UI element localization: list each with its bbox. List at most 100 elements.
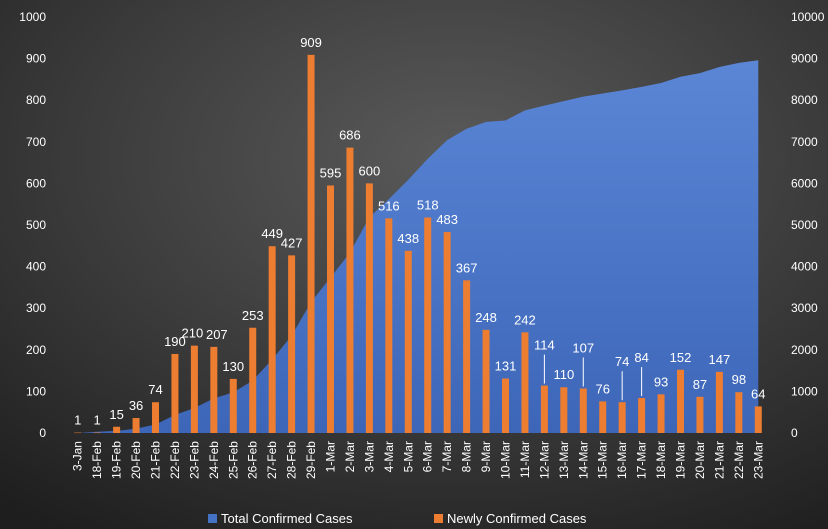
y-axis-right: 0 1000 2000 3000 4000 5000 6000 7000 8000 9000 100… [791, 10, 825, 440]
bar-newly-confirmed-17-Mar [638, 398, 646, 433]
legend-label: Newly Confirmed Cases [447, 511, 587, 526]
x-tick-label: 10-Mar [499, 441, 513, 479]
data-label-18-Mar: 93 [654, 374, 668, 389]
bar-newly-confirmed-26-Feb [249, 327, 257, 433]
x-tick-label: 18-Feb [90, 441, 104, 479]
data-label-27-Feb: 449 [261, 226, 283, 241]
y-right-tick-label: 5000 [791, 218, 818, 232]
data-label-4-Mar: 516 [378, 198, 400, 213]
x-tick-label: 21-Mar [712, 441, 726, 479]
x-tick-label: 13-Mar [557, 441, 571, 479]
x-tick-label: 12-Mar [537, 441, 551, 479]
x-tick-label: 1-Mar [324, 441, 338, 472]
y-left-tick-label: 300 [26, 301, 46, 315]
bar-newly-confirmed-14-Mar [579, 388, 587, 433]
data-label-6-Mar: 518 [417, 198, 439, 213]
y-left-tick-label: 900 [26, 52, 46, 66]
x-tick-label: 14-Mar [576, 441, 590, 479]
data-label-18-Feb: 1 [94, 413, 101, 428]
y-left-tick-label: 800 [26, 93, 46, 107]
bar-newly-confirmed-22-Mar [735, 392, 743, 433]
data-label-19-Mar: 152 [670, 350, 692, 365]
data-label-17-Mar: 84 [634, 350, 648, 365]
bar-newly-confirmed-28-Feb [288, 255, 296, 433]
x-tick-label: 21-Feb [149, 441, 163, 479]
bar-newly-confirmed-2-Mar [346, 147, 354, 433]
x-tick-label: 8-Mar [460, 441, 474, 472]
data-label-22-Feb: 190 [164, 334, 186, 349]
x-tick-label: 22-Mar [732, 441, 746, 479]
bar-newly-confirmed-15-Mar [599, 401, 607, 433]
data-label-13-Mar: 110 [553, 367, 574, 382]
data-label-12-Mar: 114 [534, 338, 555, 353]
data-label-23-Mar: 64 [751, 386, 765, 401]
data-label-7-Mar: 483 [436, 212, 458, 227]
bar-newly-confirmed-19-Mar [677, 369, 684, 433]
bar-newly-confirmed-6-Mar [424, 217, 432, 433]
y-right-tick-label: 4000 [791, 260, 818, 274]
bar-newly-confirmed-13-Mar [560, 387, 568, 433]
y-right-tick-label: 9000 [791, 52, 818, 66]
bar-newly-confirmed-18-Mar [657, 394, 665, 433]
bar-newly-confirmed-8-Mar [463, 280, 471, 433]
y-right-tick-label: 1000 [791, 384, 818, 398]
x-tick-label: 3-Jan [71, 441, 85, 471]
y-axis-left: 0 100 200 300 400 500 600 700 800 900 1000 [19, 10, 46, 440]
data-label-28-Feb: 427 [281, 235, 303, 250]
bar-newly-confirmed-16-Mar [618, 402, 626, 433]
legend: Total Confirmed Cases Newly Confirmed Cas… [208, 511, 587, 526]
bar-newly-confirmed-4-Mar [385, 218, 393, 433]
y-right-tick-label: 0 [791, 426, 798, 440]
y-left-tick-label: 200 [26, 343, 46, 357]
data-label-14-Mar: 107 [572, 340, 594, 355]
x-tick-label: 20-Mar [693, 441, 707, 479]
x-tick-label: 24-Feb [207, 441, 221, 479]
bar-newly-confirmed-22-Feb [171, 353, 179, 433]
x-tick-label: 19-Feb [110, 441, 124, 479]
data-label-19-Feb: 15 [109, 407, 123, 422]
bar-newly-confirmed-24-Feb [210, 346, 218, 433]
bar-layer [74, 54, 762, 434]
data-label-3-Mar: 600 [359, 163, 381, 178]
bar-newly-confirmed-20-Mar [696, 396, 704, 433]
bar-newly-confirmed-21-Mar [715, 371, 723, 433]
x-tick-label: 6-Mar [421, 441, 435, 472]
area-layer [77, 60, 759, 433]
bar-newly-confirmed-25-Feb [229, 378, 237, 433]
x-tick-label: 27-Feb [265, 441, 279, 479]
bar-newly-confirmed-23-Mar [754, 406, 762, 433]
y-right-tick-label: 6000 [791, 176, 818, 190]
x-tick-label: 29-Feb [304, 441, 318, 479]
x-tick-label: 2-Mar [343, 441, 357, 472]
bar-newly-confirmed-23-Feb [190, 345, 198, 433]
bar-newly-confirmed-18-Feb [93, 432, 101, 434]
x-tick-label: 5-Mar [401, 441, 415, 472]
data-label-24-Feb: 207 [206, 327, 228, 342]
x-tick-label: 7-Mar [440, 441, 454, 472]
x-tick-label: 11-Mar [518, 441, 532, 478]
y-left-tick-label: 500 [26, 218, 46, 232]
x-tick-label: 23-Feb [187, 441, 201, 479]
data-label-23-Feb: 210 [182, 326, 204, 341]
x-axis: 3-Jan 18-Feb 19-Feb 20-Feb 21-Feb 22-Feb 23-Fe… [71, 441, 766, 479]
legend-label: Total Confirmed Cases [221, 511, 353, 526]
legend-swatch [434, 514, 443, 523]
data-label-20-Mar: 87 [693, 377, 707, 392]
data-label-2-Mar: 686 [339, 128, 361, 143]
y-right-tick-label: 7000 [791, 135, 818, 149]
data-label-21-Mar: 147 [709, 352, 731, 367]
data-label-8-Mar: 367 [456, 260, 478, 275]
bar-newly-confirmed-5-Mar [404, 250, 412, 433]
x-tick-label: 28-Feb [285, 441, 299, 479]
bar-newly-confirmed-3-Mar [365, 183, 373, 433]
x-tick-label: 4-Mar [382, 441, 396, 472]
data-label-10-Mar: 131 [495, 359, 517, 374]
x-tick-label: 9-Mar [479, 441, 493, 472]
y-left-tick-label: 700 [26, 135, 46, 149]
x-tick-label: 16-Mar [615, 441, 629, 479]
y-left-tick-label: 1000 [19, 10, 46, 24]
data-label-9-Mar: 248 [475, 310, 497, 325]
x-tick-label: 26-Feb [246, 441, 260, 479]
